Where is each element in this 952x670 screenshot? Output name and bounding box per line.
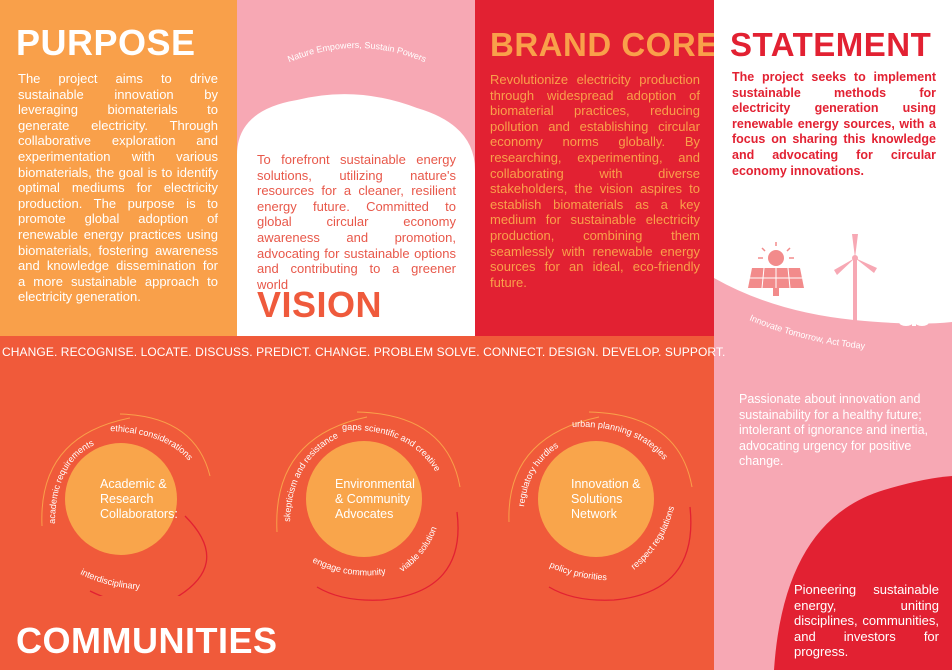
svg-text:Innovate Tomorrow, Act Today: Innovate Tomorrow, Act Today [748,313,866,351]
community-node-environmental: Environmental & Community Advocates [306,441,422,557]
statement-tagline: Innovate Tomorrow, Act Today [748,313,866,351]
wind-turbine-icon [834,234,877,322]
communities-area: academic requirements ethical considerat… [0,336,714,670]
svg-text:interdisciplinary: interdisciplinary [79,567,141,591]
brand-core-title: BRAND CORE [490,26,714,63]
label-engage-community: engage community [311,555,387,578]
vision-panel: Nature Empowers, Sustain Powers To foref… [237,0,475,336]
label-interdisciplinary: interdisciplinary [79,567,141,591]
purpose-title: PURPOSE [16,22,196,63]
vision-body: To forefront sustainable energy solution… [257,152,456,292]
statement-background-shapes [714,278,952,670]
solar-panel-icon [748,242,804,296]
vision-title: VISION [257,284,383,325]
community-name-environmental: Environmental & Community Advocates [335,476,415,521]
vision-tagline-curve: Nature Empowers, Sustain Powers [286,40,428,64]
keyword-strip: CHANGE. RECOGNISE. LOCATE. DISCUSS. PRED… [2,345,726,359]
svg-text:policy priorities: policy priorities [548,560,607,583]
brand-core-panel: BRAND CORE Revolutionize electricity pro… [475,0,714,336]
statement-body: The project seeks to implement sustainab… [732,70,936,178]
vision-tagline: Nature Empowers, Sustain Powers [286,40,428,64]
communities-title: COMMUNITIES [16,620,278,661]
statement-title: STATEMENT [730,26,932,63]
purpose-body: The project aims to drive sustainable in… [18,71,218,305]
community-name-innovation: Innovation & Solutions Network [571,476,641,521]
purpose-panel: PURPOSE The project aims to drive sustai… [0,0,237,336]
community-ring-innovation: regulatory hurdles urban planning strate… [508,411,693,601]
svg-text:engage community: engage community [311,555,387,578]
label-policy-priorities: policy priorities [548,560,607,583]
community-node-academic: Academic & Research Collaborators: [65,443,178,555]
brand-core-body: Revolutionize electricity production thr… [490,72,700,290]
statement-pioneering: Pioneering sustainable energy, uniting d… [794,582,939,660]
statement-tagline-curve: Innovate Tomorrow, Act Today [748,313,866,351]
statement-passion: Passionate about innovation and sustaina… [739,392,929,469]
community-name-academic: Academic & Research Collaborators: [100,476,178,521]
statement-panel: STATEMENT The project seeks to implement… [714,0,952,670]
vision-arch [237,94,475,336]
community-node-innovation: Innovation & Solutions Network [538,441,654,557]
svg-text:Nature Empowers, Sustain Power: Nature Empowers, Sustain Powers [286,40,428,64]
plug-plant-icon [899,288,929,326]
